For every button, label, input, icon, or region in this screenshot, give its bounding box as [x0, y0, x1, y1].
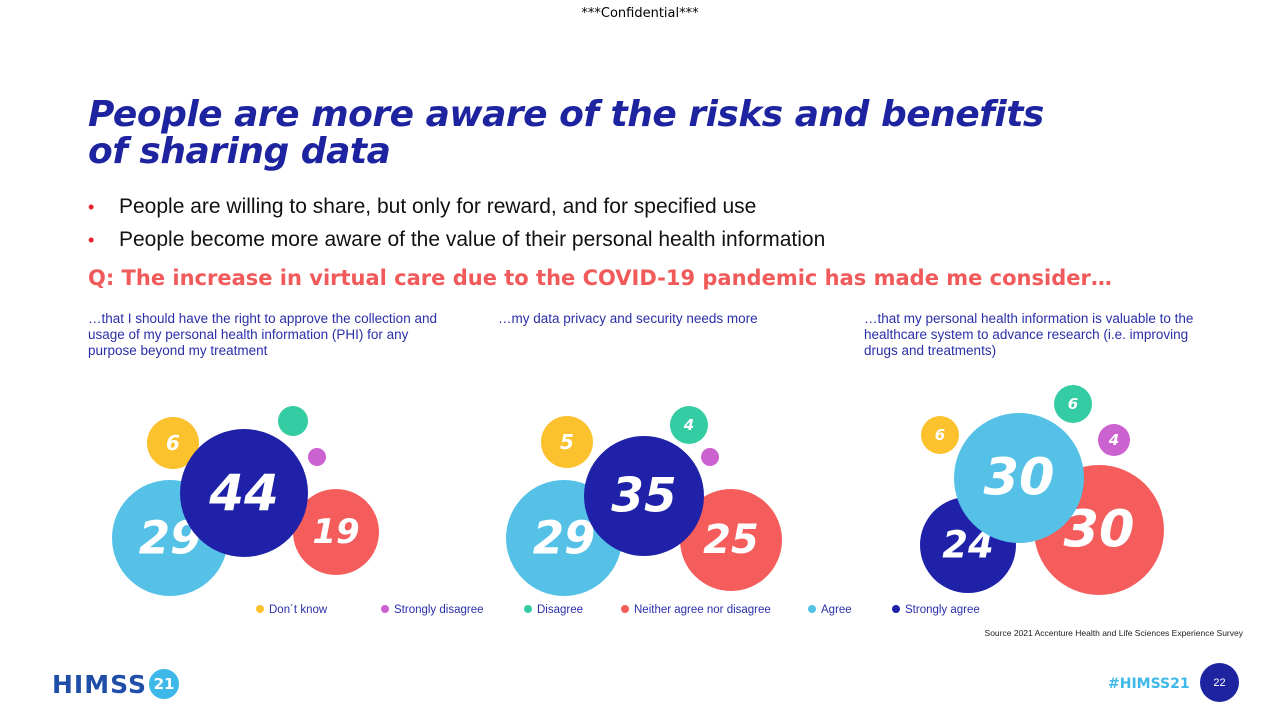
confidential-label: ***Confidential***: [581, 6, 699, 21]
legend-label: Don´t know: [269, 604, 328, 616]
page-number: 22: [1200, 663, 1239, 702]
source-note: Source 2021 Accenture Health and Life Sc…: [984, 628, 1243, 638]
bubble-dont-know: [147, 417, 199, 469]
legend-item-agree: Agree: [808, 604, 852, 620]
bubble-label-strongly-agree: 35: [611, 469, 676, 524]
legend-label: Agree: [821, 604, 852, 616]
himss-logo: HIMSS 21: [52, 667, 179, 701]
bullet-dot-icon: •: [88, 197, 95, 217]
bubble-agree: [954, 413, 1084, 543]
bubble-strongly-disagree: [701, 448, 719, 466]
legend-swatch: [808, 605, 816, 613]
chart-1-subtitle: …that I should have the right to approve…: [88, 311, 437, 358]
bubble-strongly-disagree: [308, 448, 326, 466]
legend-label: Disagree: [537, 604, 584, 616]
legend-label: Neither agree nor disagree: [634, 604, 771, 616]
legend-swatch: [621, 605, 629, 613]
survey-question: Q: The increase in virtual care due to t…: [88, 266, 1112, 290]
bubble-label-disagree: 4: [683, 416, 694, 434]
bullet-list: • People are willing to share, but only f…: [88, 192, 825, 258]
bubble-dont-know: [541, 416, 593, 468]
legend-label: Strongly disagree: [394, 604, 484, 616]
bubble-label-neither: 25: [703, 517, 759, 563]
bubble-label-dont-know: 6: [166, 431, 180, 455]
bubble-label-neither: 19: [312, 512, 359, 552]
bubble-neither: [293, 489, 379, 575]
bubble-label-agree: 30: [984, 449, 1055, 508]
bubble-disagree: [670, 406, 708, 444]
legend-item-disagree: Disagree: [524, 604, 583, 620]
bubble-label-strongly-agree: 44: [208, 464, 279, 522]
legend-swatch: [256, 605, 264, 613]
bubble-dont-know: [921, 416, 959, 454]
bubble-label-agree: 29: [533, 512, 596, 565]
chart-3-subtitle: …that my personal health information is …: [864, 311, 1194, 358]
bubble-label-dont-know: 6: [935, 426, 945, 444]
bubble-strongly-disagree: [1098, 424, 1130, 456]
bubble-label-dont-know: 5: [560, 430, 574, 454]
legend-swatch: [524, 605, 532, 613]
bubble-disagree: [278, 406, 308, 436]
bullet-item: • People are willing to share, but only f…: [88, 192, 825, 225]
bullet-text: People become more aware of the value of…: [119, 228, 826, 251]
bubble-neither: [680, 489, 782, 591]
legend-item-neither: Neither agree nor disagree: [621, 604, 771, 620]
legend-label: Strongly agree: [905, 604, 980, 616]
legend-swatch: [381, 605, 389, 613]
bubble-disagree: [1054, 385, 1092, 423]
bullet-dot-icon: •: [88, 230, 95, 250]
legend-item-strongly-agree: Strongly agree: [892, 604, 980, 620]
bubble-label-strongly-disagree: 4: [1108, 431, 1119, 449]
legend-swatch: [892, 605, 900, 613]
legend-item-dont-know: Don´t know: [256, 604, 327, 620]
bubble-chart-2: 4 5 25 29 35: [506, 406, 782, 596]
bubble-strongly-agree: [584, 436, 704, 556]
bullet-item: • People become more aware of the value o…: [88, 225, 825, 258]
bullet-text: People are willing to share, but only fo…: [119, 195, 757, 218]
legend-item-strongly-disagree: Strongly disagree: [381, 604, 484, 620]
bubble-label-disagree: 6: [1068, 395, 1078, 413]
chart-2-subtitle: …my data privacy and security needs more: [498, 311, 758, 326]
logo-badge: 21: [149, 669, 179, 699]
slide-title: People are more aware of the risks and b…: [88, 94, 1044, 172]
logo-text: HIMSS: [52, 669, 147, 699]
hashtag: #HIMSS21: [1108, 676, 1190, 692]
bubble-strongly-agree: [180, 429, 308, 557]
